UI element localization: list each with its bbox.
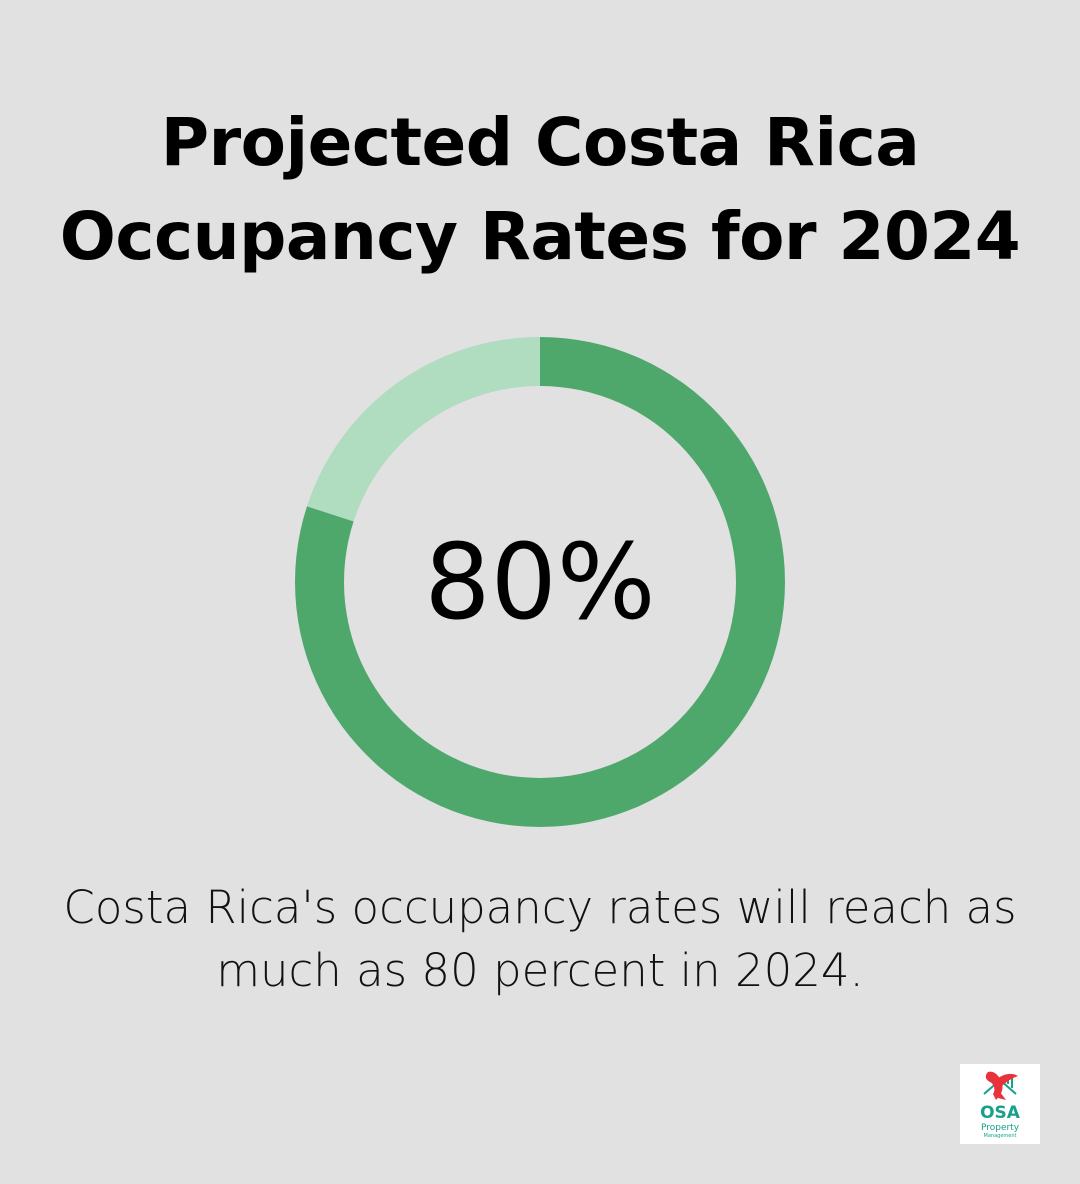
donut-center-label: 80% (424, 521, 655, 643)
logo-line-2: Management (983, 1133, 1017, 1139)
chart-title-line-1: Projected Costa Rica (160, 104, 920, 181)
chart-title: Projected Costa Rica Occupancy Rates for… (40, 96, 1040, 284)
logo-name: OSA (980, 1103, 1020, 1123)
logo-line-1: Property (980, 1123, 1020, 1133)
chart-caption: Costa Rica's occupancy rates will reach … (60, 876, 1020, 1002)
osa-logo: OSA Property Management (960, 1064, 1040, 1144)
donut-slice-remaining (306, 337, 540, 522)
chart-caption-line-1: Costa Rica's occupancy rates will reach … (63, 881, 1017, 934)
donut-chart: 80% (295, 337, 785, 827)
parrot-icon (983, 1071, 1018, 1100)
chart-caption-line-2: much as 80 percent in 2024. (216, 944, 864, 997)
chart-title-line-2: Occupancy Rates for 2024 (59, 198, 1021, 275)
donut-slices (295, 337, 785, 827)
